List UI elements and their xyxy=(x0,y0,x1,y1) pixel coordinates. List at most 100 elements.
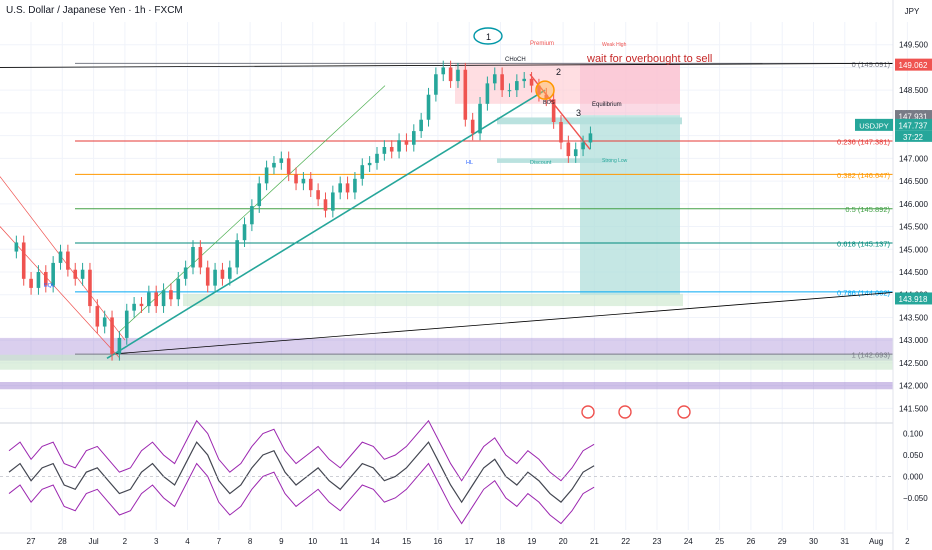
symbol-title: U.S. Dollar / Japanese Yen · 1h · FXCM xyxy=(6,5,183,16)
candle-body xyxy=(463,69,468,120)
price-tick: 147.000 xyxy=(899,154,928,163)
candle-body xyxy=(176,278,181,300)
purple-zone-lower xyxy=(0,382,893,390)
price-tick: 149.500 xyxy=(899,41,928,50)
candle-body xyxy=(382,147,387,154)
candle-body xyxy=(581,142,585,150)
candle-body xyxy=(426,94,431,120)
candle-body xyxy=(242,224,247,241)
candle-body xyxy=(448,67,453,82)
time-tick: 4 xyxy=(185,537,190,546)
oscillator-tick: −0.050 xyxy=(903,494,928,503)
us-economic-event-icon xyxy=(677,405,691,419)
candle-body xyxy=(353,178,357,193)
candle-body xyxy=(345,183,350,193)
us-economic-event-icon xyxy=(618,405,632,419)
sell-risk-zone xyxy=(580,62,680,116)
price-tick: 145.000 xyxy=(899,245,928,254)
green-zone-base xyxy=(0,354,893,370)
time-tick: 20 xyxy=(559,537,568,546)
candle-body xyxy=(404,140,409,145)
price-tick: 141.500 xyxy=(899,404,928,413)
price-badge-value: 149.062 xyxy=(899,61,928,70)
upper-band xyxy=(8,419,595,482)
oscillator-tick: 0.000 xyxy=(903,472,924,481)
us-economic-event-icon xyxy=(581,405,595,419)
label-strong-low: Strong Low xyxy=(602,158,628,164)
candle-body xyxy=(294,174,298,184)
candle-body xyxy=(73,269,78,279)
candle-body xyxy=(397,140,401,152)
currency-label: JPY xyxy=(905,7,920,16)
price-tick: 144.500 xyxy=(899,268,928,277)
sell-note: wait for overbought to sell xyxy=(586,53,712,65)
fib-label-0: 0 (149.091) xyxy=(852,60,891,69)
price-badge-value: 147.737 xyxy=(899,121,928,130)
candle-body xyxy=(80,269,85,279)
price-badge-value: 143.918 xyxy=(899,295,928,304)
candle-body xyxy=(14,242,19,252)
candle-body xyxy=(529,78,534,86)
price-tick: 148.500 xyxy=(899,86,928,95)
candle-body xyxy=(492,74,497,84)
label-choch: CHoCH xyxy=(505,57,526,63)
price-tick: 143.000 xyxy=(899,336,928,345)
label-weak-high: Weak High xyxy=(602,42,627,48)
time-tick: 2 xyxy=(905,537,910,546)
candle-body xyxy=(441,67,446,75)
wave-label-1: 1 xyxy=(486,32,491,42)
candle-body xyxy=(286,158,291,175)
candle-body xyxy=(139,303,144,307)
fib-label-0.618: 0.618 (145.137) xyxy=(837,240,890,249)
demand-zone xyxy=(183,293,683,307)
candle-body xyxy=(147,292,151,307)
candle-body xyxy=(66,251,70,270)
down-channel-upper xyxy=(0,176,126,341)
time-tick: 21 xyxy=(590,537,599,546)
candle-body xyxy=(264,167,269,184)
candle-body xyxy=(95,306,100,327)
oscillator-pane xyxy=(0,419,893,525)
candle-body xyxy=(507,90,512,92)
down-channel-lower xyxy=(0,226,121,359)
candle-body xyxy=(331,192,335,211)
label-premium: Premium xyxy=(530,41,554,47)
annotations: wait for overbought to sell 1 2 3 Premium Wea… xyxy=(44,27,712,419)
time-tick: 7 xyxy=(217,537,222,546)
candle-body xyxy=(51,262,55,286)
time-tick: 3 xyxy=(154,537,159,546)
time-tick: 23 xyxy=(653,537,662,546)
candle-body xyxy=(213,269,217,286)
price-badge-value: 147.931 xyxy=(899,113,928,122)
uptrend-line xyxy=(106,89,546,360)
wave-1-marker xyxy=(473,27,503,45)
price-tick: 142.000 xyxy=(899,382,928,391)
label-eql: EQL xyxy=(44,283,55,289)
candle-body xyxy=(250,206,254,225)
candle-body xyxy=(551,99,556,122)
candle-body xyxy=(389,147,394,152)
price-badge xyxy=(895,292,932,305)
time-tick: 25 xyxy=(715,537,724,546)
fib-label-0.382: 0.382 (146.647) xyxy=(837,171,890,180)
oscillator-line xyxy=(8,441,595,504)
candle-body xyxy=(367,162,372,166)
candle-body xyxy=(257,183,262,207)
candle-body xyxy=(169,290,173,300)
time-tick: 26 xyxy=(746,537,755,546)
sell-target-zone xyxy=(580,115,680,295)
time-tick: 19 xyxy=(527,537,536,546)
time-tick: 27 xyxy=(27,537,36,546)
price-tick: 146.000 xyxy=(899,200,928,209)
label-bos: BOS xyxy=(543,100,555,106)
price-tick: 143.500 xyxy=(899,313,928,322)
wave-2-marker xyxy=(535,80,555,100)
time-tick: 28 xyxy=(58,537,67,546)
time-tick: 8 xyxy=(248,537,253,546)
candle-body xyxy=(588,133,593,143)
candle-body xyxy=(537,85,541,95)
label-discount: Discount xyxy=(530,160,552,166)
symbol-badge-label: USDJPY xyxy=(859,121,889,130)
candle-body xyxy=(110,317,114,354)
label-equilibrium: Equilibrium xyxy=(592,102,622,108)
